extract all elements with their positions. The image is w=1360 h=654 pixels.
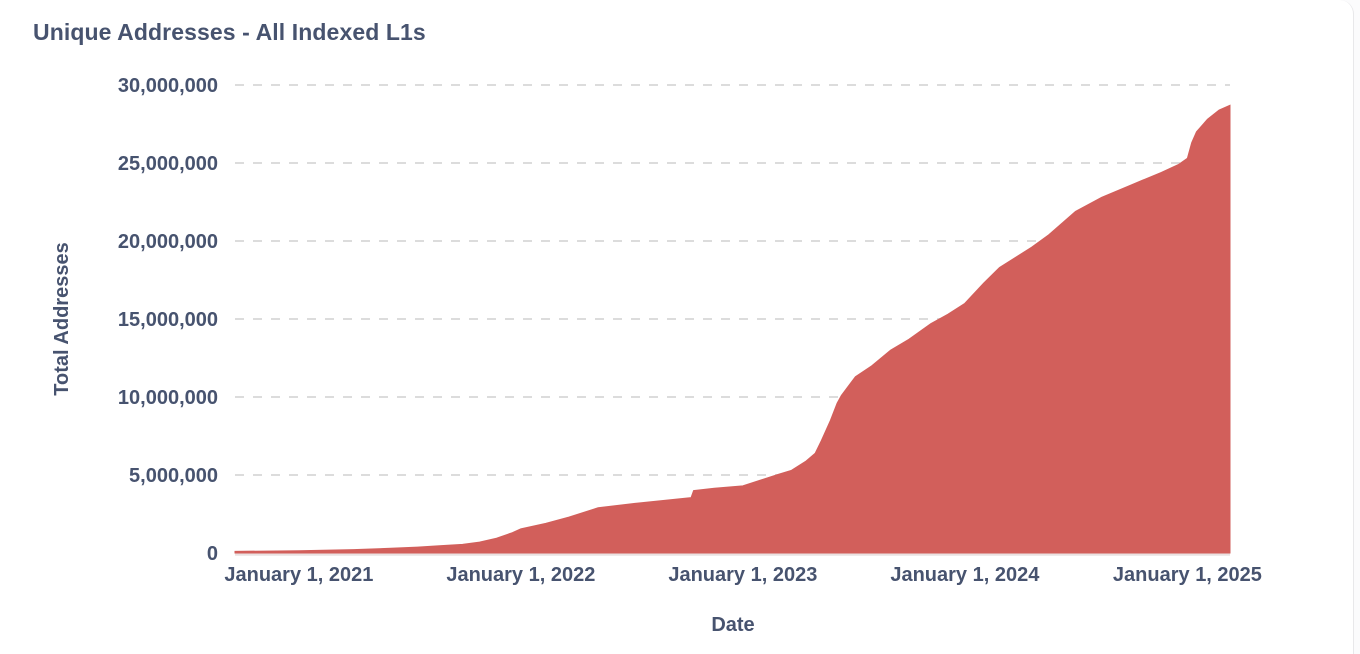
x-tick-label: January 1, 2021 (224, 564, 373, 586)
x-tick-label: January 1, 2024 (890, 564, 1040, 586)
chart-title: Unique Addresses - All Indexed L1s (33, 19, 426, 45)
y-tick-label: 0 (207, 543, 218, 565)
y-tick-label: 25,000,000 (118, 153, 218, 175)
y-tick-label: 20,000,000 (118, 231, 218, 253)
x-axis-title: Date (711, 614, 754, 636)
series-layer (234, 104, 1231, 554)
x-tick-label: January 1, 2023 (668, 564, 817, 586)
axis-tick-labels: 0 5,000,000 10,000,000 15,000,000 20,000,000… (118, 75, 1262, 586)
x-tick-label: January 1, 2022 (446, 564, 595, 586)
y-tick-label: 10,000,000 (118, 387, 218, 409)
area-series[interactable] (234, 104, 1231, 554)
x-tick-label: January 1, 2025 (1113, 564, 1262, 586)
y-axis-title: Total Addresses (51, 242, 73, 395)
y-tick-label: 15,000,000 (118, 309, 218, 331)
y-tick-label: 30,000,000 (118, 75, 218, 97)
y-tick-label: 5,000,000 (129, 465, 218, 487)
